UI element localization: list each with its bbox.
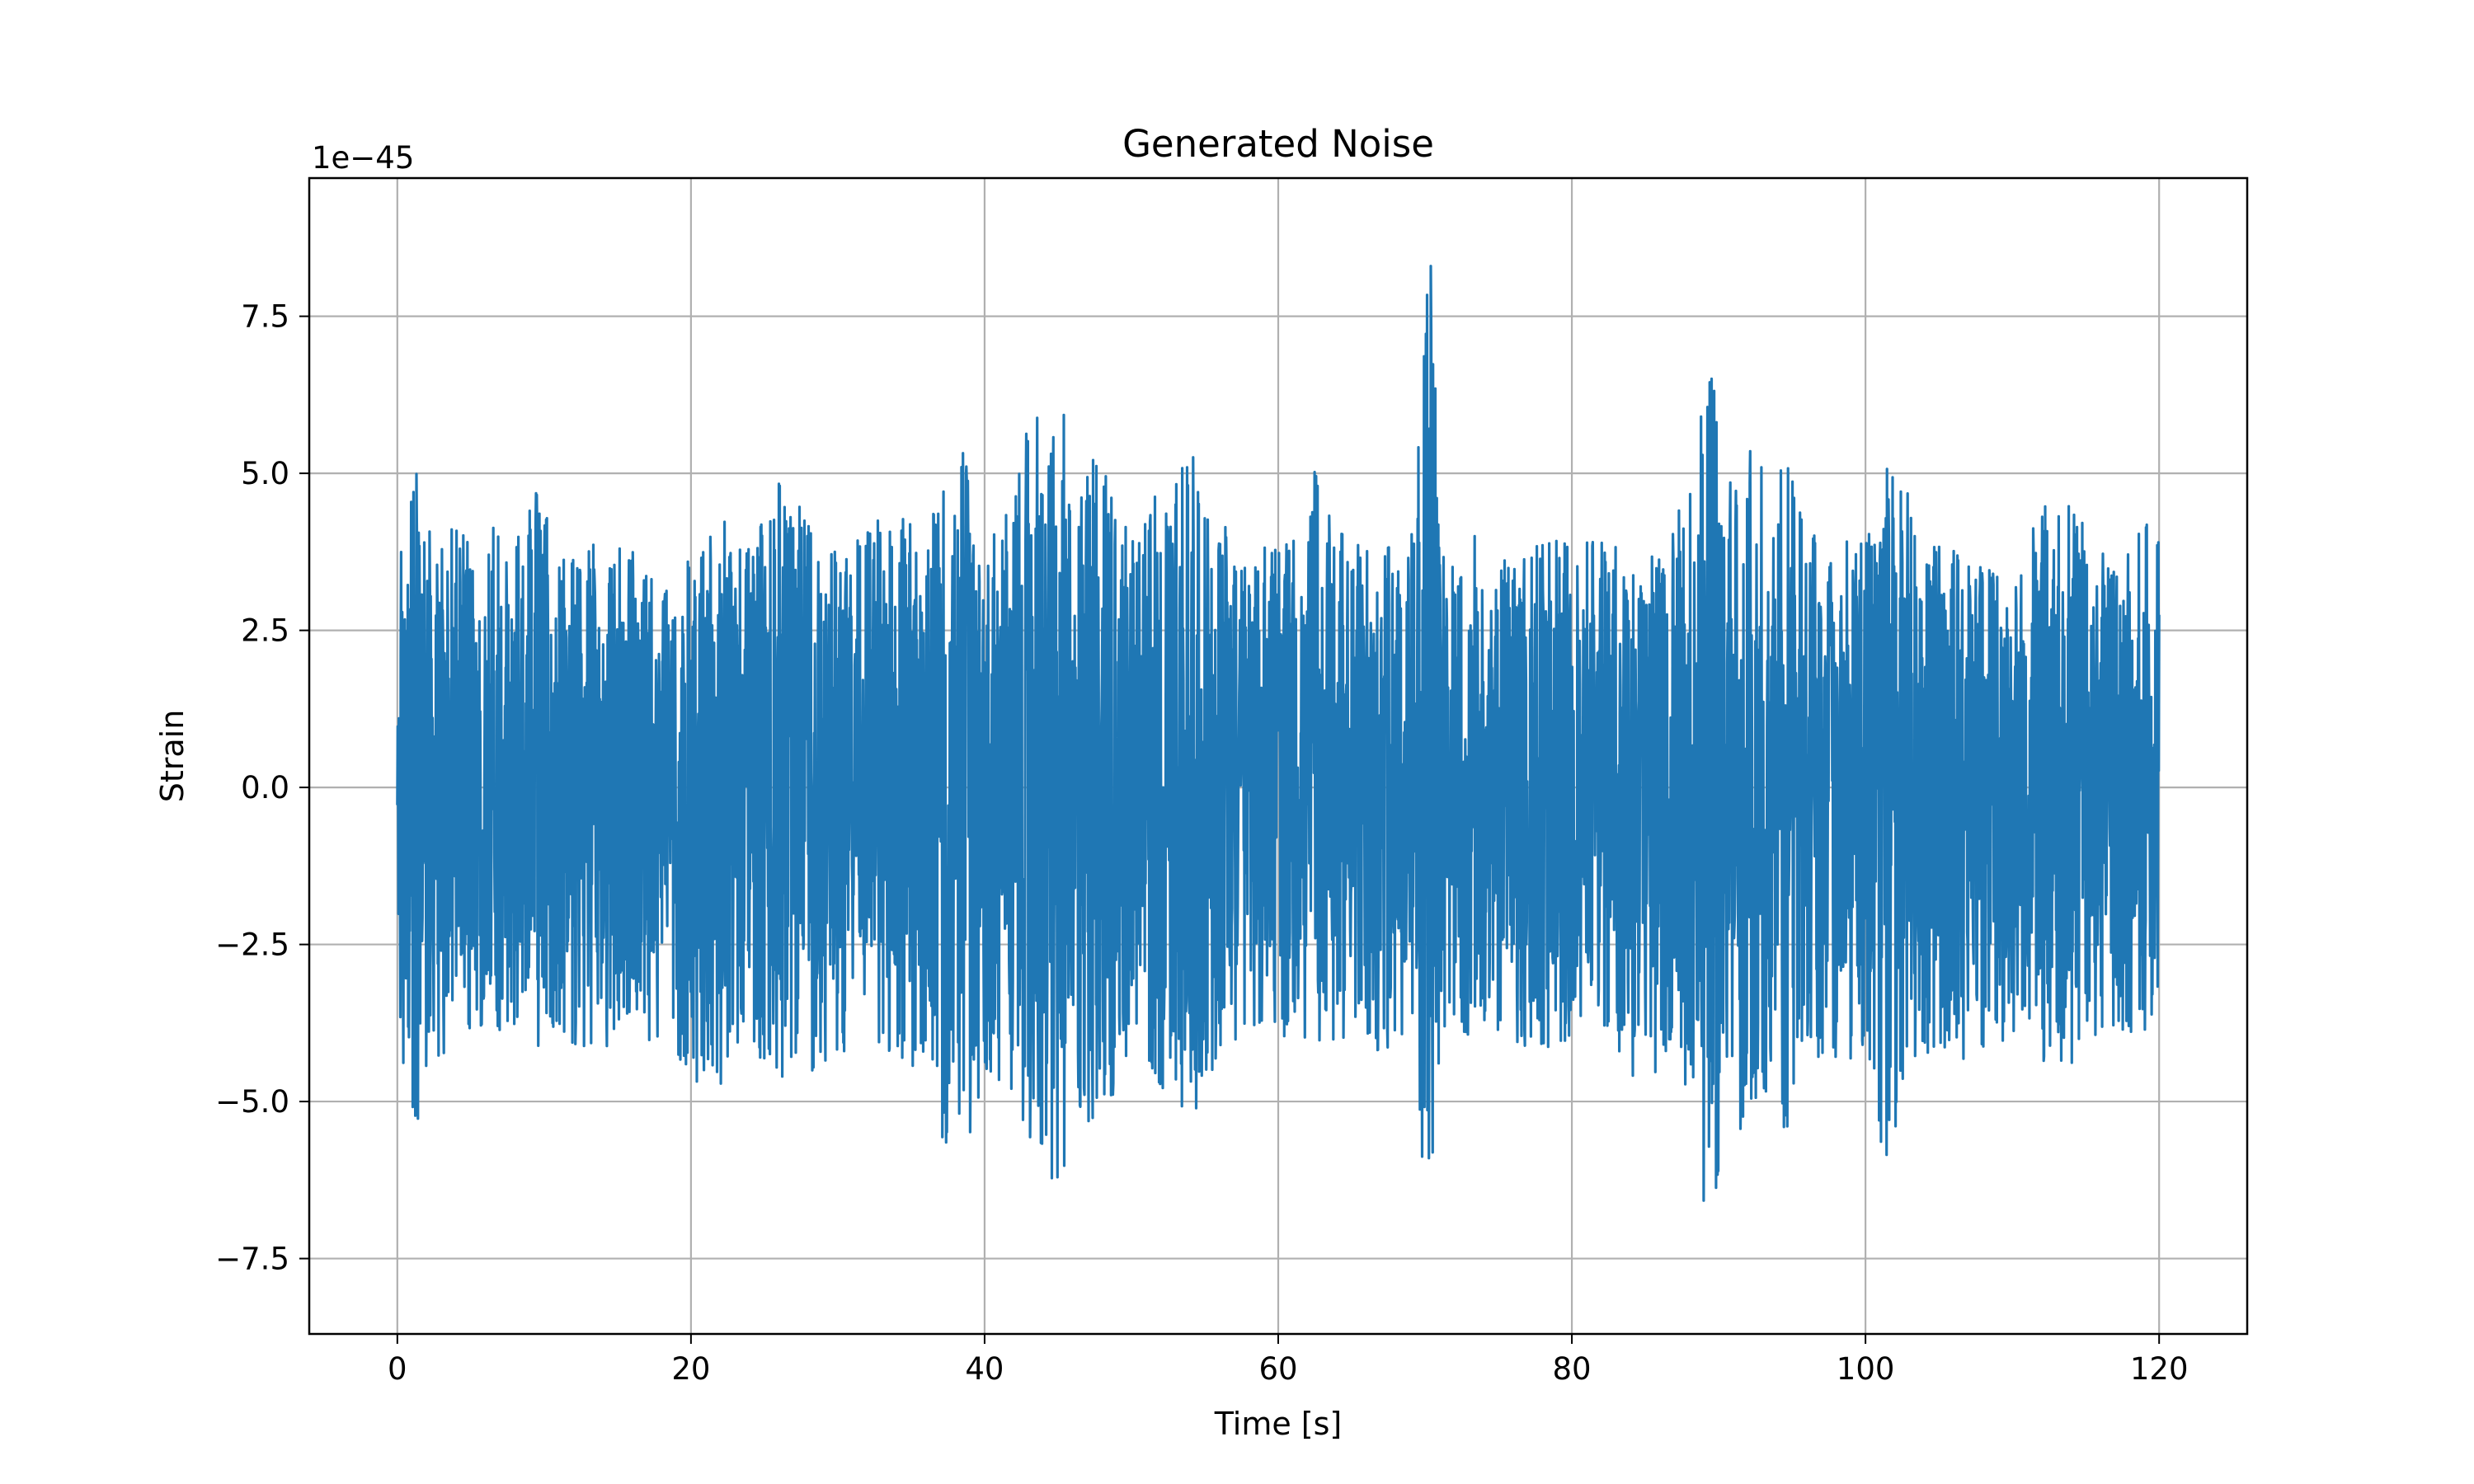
x-tick-label: 120 xyxy=(2130,1351,2189,1387)
plot-area xyxy=(396,265,2161,1202)
y-tick-label: −7.5 xyxy=(215,1242,289,1277)
series-line-strain xyxy=(396,265,2161,1202)
y-tick-label: 0.0 xyxy=(241,770,289,805)
x-tick-label: 40 xyxy=(965,1351,1004,1387)
x-tick-label: 20 xyxy=(671,1351,710,1387)
x-tick-label: 0 xyxy=(388,1351,407,1387)
x-tick-label: 60 xyxy=(1258,1351,1297,1387)
y-tick-label: 7.5 xyxy=(241,299,289,335)
x-axis: 0 20 40 60 80 100 120 xyxy=(388,1334,2188,1387)
chart-title: Generated Noise xyxy=(1122,122,1434,166)
y-tick-label: 5.0 xyxy=(241,456,289,491)
y-tick-label: 2.5 xyxy=(241,613,289,649)
y-axis: −7.5 −5.0 −2.5 0.0 2.5 5.0 7.5 xyxy=(215,299,309,1277)
y-offset-label: 1e−45 xyxy=(312,140,414,176)
x-tick-label: 80 xyxy=(1553,1351,1592,1387)
y-tick-label: −5.0 xyxy=(215,1084,289,1120)
x-tick-label: 100 xyxy=(1837,1351,1895,1387)
x-axis-label: Time [s] xyxy=(1214,1406,1343,1442)
y-tick-label: −2.5 xyxy=(215,928,289,963)
y-axis-label: Strain xyxy=(154,710,190,803)
